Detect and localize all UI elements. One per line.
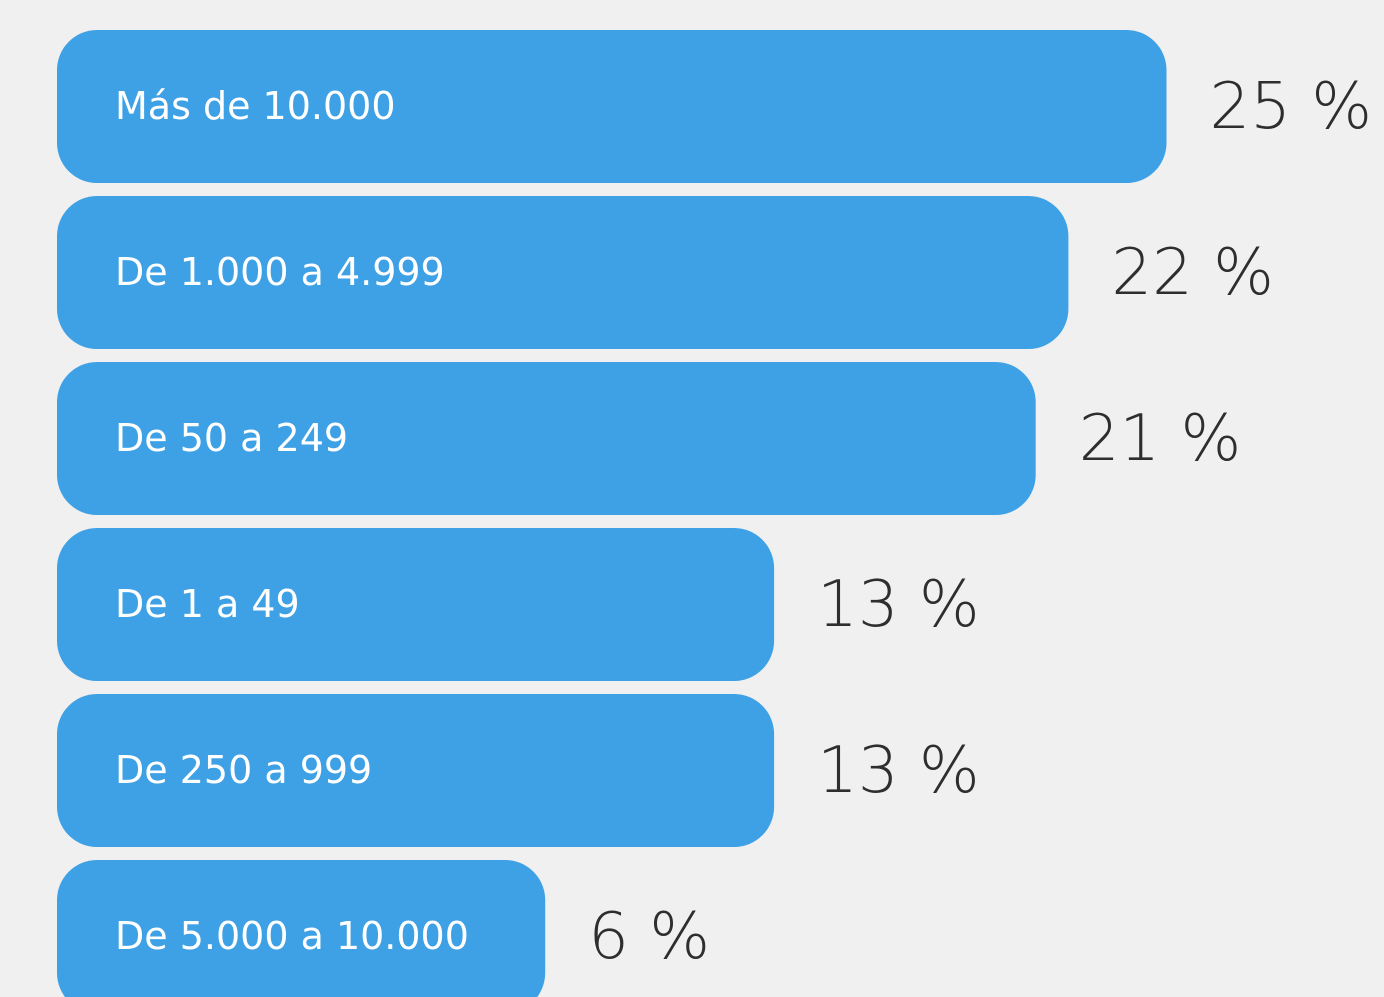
bar <box>57 528 775 681</box>
bar <box>57 694 775 847</box>
bar <box>57 362 1036 515</box>
bar <box>57 196 1069 349</box>
category-label: De 1 a 49 <box>115 582 300 626</box>
category-label: De 50 a 249 <box>115 416 348 460</box>
bar <box>57 860 546 997</box>
value-label: 22 % <box>1111 236 1274 310</box>
category-label: De 1.000 a 4.999 <box>115 250 445 294</box>
category-label: De 250 a 999 <box>115 748 372 792</box>
value-label: 21 % <box>1079 402 1242 476</box>
bar <box>57 30 1167 183</box>
category-label: De 5.000 a 10.000 <box>115 914 469 958</box>
value-label: 13 % <box>817 734 980 808</box>
value-label: 13 % <box>817 568 980 642</box>
value-label: 6 % <box>588 900 710 974</box>
category-label: Más de 10.000 <box>115 84 396 128</box>
value-label: 25 % <box>1210 70 1373 144</box>
